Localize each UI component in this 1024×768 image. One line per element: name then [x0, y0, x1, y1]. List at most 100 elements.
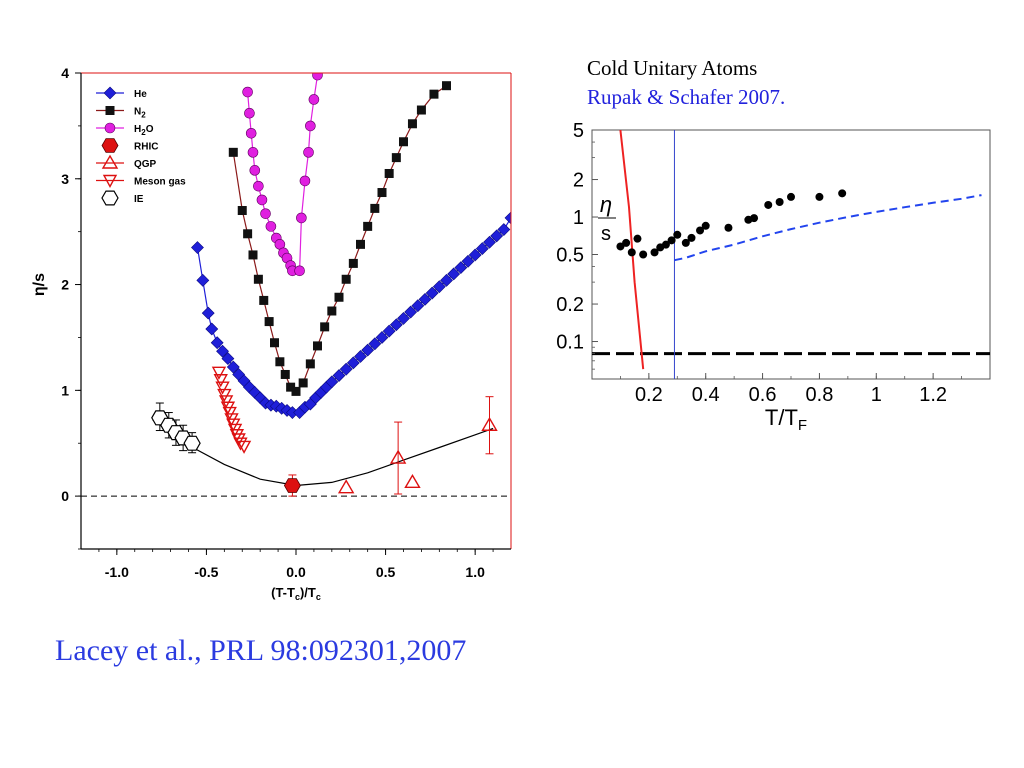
- h2o-point: [308, 94, 320, 105]
- he-point: [418, 292, 432, 306]
- legend-marker-ie: [101, 190, 119, 206]
- n2-point: [327, 306, 337, 316]
- he-point: [191, 241, 204, 254]
- legend-marker-qgp: [101, 154, 119, 169]
- n2-point: [243, 229, 253, 239]
- atom-data-point: [787, 192, 795, 201]
- he-point: [504, 211, 511, 225]
- n2-point: [334, 292, 344, 302]
- right-x-tick-label: 1.2: [919, 384, 947, 406]
- atom-data-point: [750, 214, 759, 223]
- he-point: [346, 356, 360, 370]
- he-point: [389, 318, 403, 332]
- he-point: [325, 375, 339, 389]
- n2-point: [313, 341, 322, 351]
- legend-label-n2: N2: [134, 107, 146, 120]
- meson-gas-point: [222, 406, 237, 421]
- n2-point: [407, 119, 417, 129]
- n2-point: [429, 89, 439, 99]
- left-x-tick-label: 0.5: [376, 564, 396, 580]
- legend-label-he: He: [134, 89, 147, 100]
- right-x-tick-label: 0.4: [692, 384, 720, 406]
- right-plot-area: [592, 130, 990, 379]
- atom-data-point: [815, 192, 824, 201]
- left-x-tick-label: -1.0: [105, 564, 129, 580]
- meson-gas-point: [217, 388, 232, 403]
- n2-point: [305, 359, 315, 369]
- atom-data-point: [622, 238, 631, 247]
- left-x-tick-label: 0.0: [286, 564, 306, 580]
- legend-marker-h2o: [104, 122, 116, 134]
- n2-point: [399, 137, 408, 147]
- atom-data-point: [764, 200, 773, 209]
- legend-label-h2o: H2O: [134, 124, 154, 137]
- qgp-point: [481, 416, 498, 431]
- right-x-axis-label: T/TF: [765, 405, 807, 434]
- he-point: [361, 343, 375, 357]
- n2-point: [253, 274, 263, 284]
- left-legend: He N2 H2O RHIC QGP Meson gas IE: [96, 86, 186, 206]
- meson-gas-point: [211, 366, 227, 380]
- atom-data-point: [616, 242, 625, 251]
- h2o-point: [265, 221, 277, 232]
- atom-data-point: [701, 221, 710, 230]
- he-point: [339, 362, 353, 376]
- he-point: [432, 280, 446, 294]
- he-point: [447, 267, 461, 281]
- left-x-axis-label: (T-Tc)/Tc: [271, 585, 321, 602]
- he-point: [354, 350, 367, 363]
- lacey-reference: Lacey et al., PRL 98:092301,2007: [55, 634, 467, 667]
- right-chart-title: Cold Unitary Atoms: [587, 56, 758, 80]
- legend-label-ie: IE: [134, 194, 144, 205]
- n2-point: [264, 317, 274, 327]
- legend-label-meson-gas: Meson gas: [134, 177, 186, 188]
- he-point: [468, 248, 482, 262]
- right-x-axis-label-sub: F: [798, 417, 807, 434]
- meson-gas-point: [213, 374, 228, 388]
- right-chart-reference: Rupak & Schafer 2007.: [587, 85, 786, 109]
- n2-point: [275, 357, 285, 367]
- right-x-tick-label: 0.6: [749, 384, 777, 406]
- ie-point: [183, 435, 201, 451]
- he-point: [475, 242, 489, 256]
- h2o-point: [303, 147, 314, 158]
- h2o-point: [256, 194, 268, 206]
- h2o-point: [242, 86, 253, 98]
- rhic-point: [283, 478, 301, 493]
- he-point: [205, 322, 219, 336]
- he-point: [216, 344, 229, 358]
- left-x-tick-label: -0.5: [194, 564, 218, 580]
- n2-point: [356, 239, 365, 249]
- atom-data-point: [650, 248, 659, 257]
- fit-curve: [152, 419, 494, 487]
- right-y-axis-label-eta: η: [600, 192, 612, 217]
- meson-gas-point: [233, 437, 248, 451]
- meson-gas-point: [215, 381, 230, 395]
- right-y-axis-label-s: s: [601, 223, 611, 245]
- n2-point: [363, 221, 373, 231]
- right-x-tick-label: 0.8: [806, 384, 834, 406]
- he-point: [196, 273, 210, 287]
- n2-point: [416, 105, 426, 115]
- meson-gas-point: [236, 440, 252, 454]
- meson-gas-point: [218, 395, 234, 409]
- h2o-point: [247, 147, 259, 158]
- he-point: [226, 360, 240, 374]
- atom-data-point: [724, 223, 733, 232]
- qgp-point: [337, 479, 355, 494]
- n2-point: [442, 81, 451, 91]
- legend-marker-rhic: [101, 138, 119, 153]
- he-point: [425, 286, 439, 300]
- legend-label-rhic: RHIC: [134, 142, 158, 153]
- he-point: [375, 331, 389, 344]
- left-x-axis-label-sub: c: [295, 592, 300, 602]
- he-point: [221, 352, 235, 366]
- right-x-tick-label: 1: [871, 384, 882, 406]
- atom-data-point: [673, 230, 682, 239]
- h2o-point: [253, 180, 264, 192]
- h2o-point: [260, 208, 271, 219]
- atom-data-point: [667, 236, 676, 245]
- he-point: [411, 299, 425, 313]
- left-x-axis-label-mid: )/T: [300, 585, 316, 600]
